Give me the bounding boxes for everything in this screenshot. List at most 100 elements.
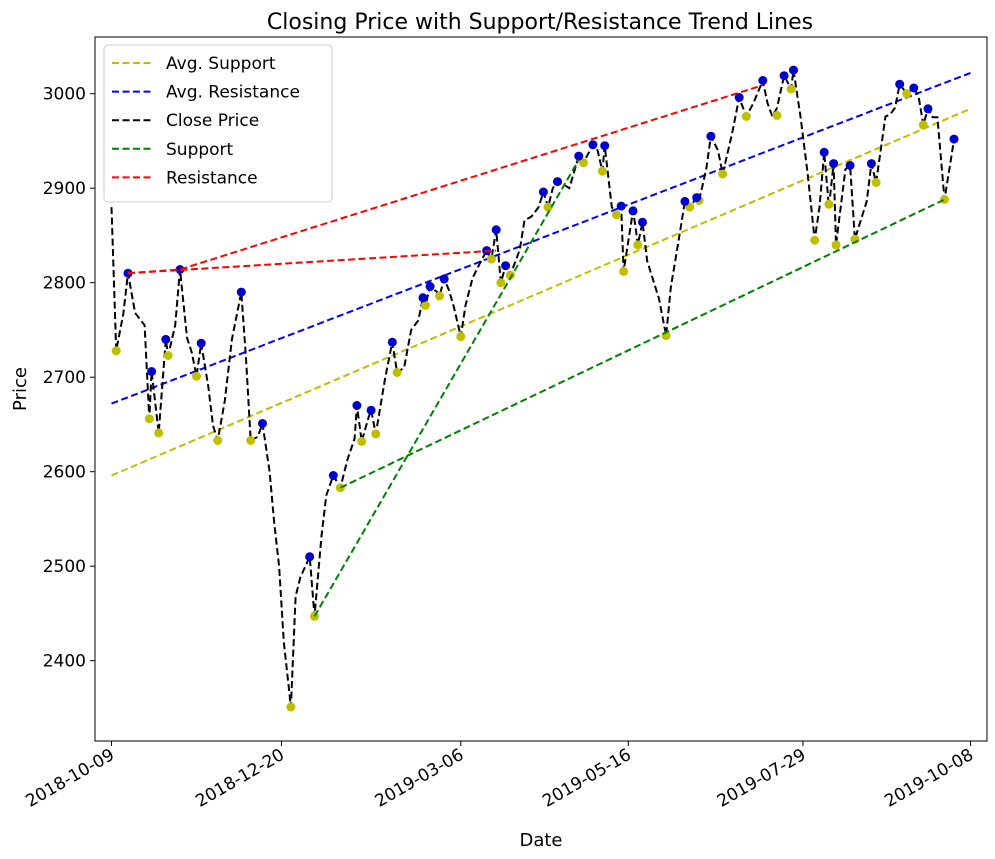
support-point [597,166,607,176]
resistance-point [387,337,397,347]
resistance-line-2 [127,249,497,275]
y-tick-label: 2700 [43,368,86,388]
x-axis: 2018-10-09 2018-12-20 2019-03-06 2019-05-16… [22,741,977,812]
plot-frame [94,36,988,742]
y-tick-label: 2800 [43,274,86,294]
legend-label-support: Support [166,140,234,160]
y-tick-label: 2400 [43,652,86,672]
resistance-point [305,552,315,562]
resistance-point [328,471,338,480]
resistance-point [418,293,428,303]
resistance-point [588,140,598,150]
x-tick-label: 2019-07-29 [714,745,810,812]
resistance-point [616,201,626,211]
x-tick-label: 2018-10-09 [22,745,118,812]
resistance-point [491,225,501,235]
x-tick-label: 2018-12-20 [192,745,288,812]
avg-resistance-line [111,71,971,405]
resistance-point [366,405,376,415]
support-point [741,111,751,121]
resistance-point [600,141,610,151]
support-point [286,702,296,712]
support-point [579,158,588,168]
resistance-point [706,131,716,141]
resistance-point [638,217,647,227]
x-tick-label: 2019-10-08 [881,745,977,812]
y-axis-label: Price [10,367,31,411]
support-point [871,178,881,187]
support-point [786,84,796,94]
x-axis-label: Date [519,830,562,851]
resistance-point [789,65,798,75]
legend-label-close-price: Close Price [166,111,259,131]
y-tick-label: 2900 [43,179,86,199]
resistance-point [352,401,362,410]
support-point [192,371,201,381]
resistance-point [236,287,246,297]
resistance-point [628,206,638,216]
support-point [505,270,515,280]
support-line-2 [339,198,945,489]
resistance-point [758,76,768,85]
legend-label-avg-support: Avg. Support [166,54,276,74]
resistance-point [161,334,171,344]
resistance-point [692,193,702,203]
plot-area [110,65,971,712]
support-point [940,195,949,204]
resistance-point [439,274,449,284]
support-point [246,436,256,445]
support-point [496,278,506,288]
resistance-point [147,367,157,376]
support-point [392,368,402,377]
resistance-point [923,104,933,114]
support-point [213,436,223,445]
support-point [371,429,381,439]
avg-support-line [111,107,971,477]
support-point [619,266,629,276]
resistance-point [866,159,876,169]
support-point [831,240,841,250]
legend-label-avg-resistance: Avg. Resistance [166,83,300,103]
support-point [420,300,430,310]
support-point [163,351,173,360]
support-point [144,414,154,424]
y-axis: 2400 2500 2600 2700 2800 2900 3000 [43,85,95,672]
support-point [612,210,621,220]
support-point [456,332,466,342]
resistance-point [909,83,919,93]
resistance-point [425,282,435,291]
support-point [435,291,444,301]
legend-label-resistance: Resistance [166,168,258,188]
x-tick-label: 2019-03-06 [372,745,468,812]
resistance-point [553,177,562,187]
resistance-point [175,265,185,274]
resistance-point [895,79,905,89]
support-point [543,202,553,212]
support-point [357,436,367,446]
legend-box [103,44,333,203]
x-tick-label: 2019-05-16 [539,745,635,812]
support-point [918,120,928,130]
legend: Avg. Support Avg. Resistance Close Price Su… [103,44,333,203]
support-point [718,169,728,179]
close-price-line [110,69,955,708]
y-tick-label: 2600 [43,463,86,483]
resistance-point [734,93,744,102]
support-point [486,254,496,264]
support-point [810,235,820,245]
support-point [633,240,643,250]
y-tick-label: 2500 [43,557,86,577]
support-point [772,110,782,120]
resistance-point [949,134,959,144]
resistance-point [574,151,584,161]
support-point [111,346,121,356]
support-line-1 [313,159,580,617]
resistance-point [680,196,690,206]
resistance-point [196,338,206,348]
resistance-point [538,187,548,197]
support-point [154,428,164,438]
chart-title: Closing Price with Support/Resistance Tr… [267,10,813,35]
resistance-point [779,71,789,81]
support-point [902,89,912,99]
